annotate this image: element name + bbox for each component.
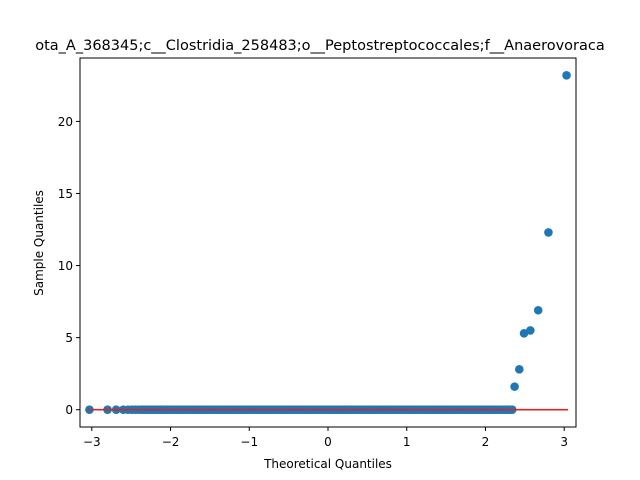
x-tick-label: 2 (482, 435, 490, 449)
axes-frame (79, 57, 577, 428)
data-point-outlier (526, 326, 535, 335)
y-axis: 0 5 10 15 20 (58, 115, 80, 417)
x-tick-label: 1 (403, 435, 411, 449)
data-point-outlier (515, 365, 524, 374)
y-tick-label: 20 (58, 115, 73, 129)
data-point-outlier (510, 382, 519, 391)
chart-title: ota_A_368345;c__Clostridia_258483;o__Pep… (35, 38, 605, 54)
data-point-outlier (562, 70, 571, 80)
data-point-outlier (544, 228, 553, 237)
y-tick-label: 0 (65, 403, 73, 417)
x-tick-label: 3 (560, 435, 568, 449)
x-tick-label: −3 (83, 435, 101, 449)
x-axis: −3 −2 −1 0 1 2 3 (83, 427, 568, 449)
y-tick-label: 15 (58, 187, 73, 201)
data-point-outlier (533, 305, 543, 315)
x-tick-label: −1 (240, 435, 258, 449)
y-tick-label: 10 (58, 259, 73, 273)
y-axis-label: Sample Quantiles (32, 190, 46, 296)
data-points (85, 70, 571, 415)
x-axis-label: Theoretical Quantiles (263, 457, 392, 471)
x-tick-label: 0 (324, 435, 332, 449)
x-tick-label: −2 (162, 435, 180, 449)
y-tick-label: 5 (65, 331, 73, 345)
